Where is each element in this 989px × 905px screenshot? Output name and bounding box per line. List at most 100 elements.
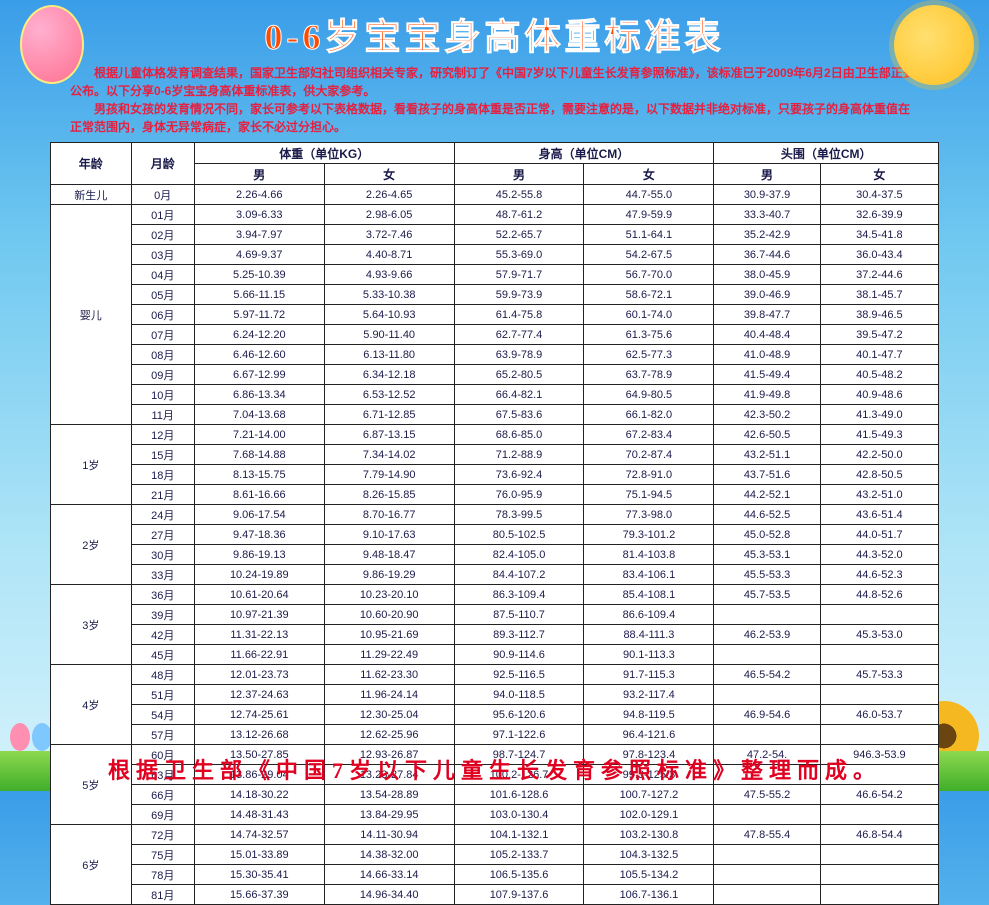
data-cell: 45.3-53.0 <box>820 625 938 645</box>
data-cell: 89.3-112.7 <box>454 625 584 645</box>
age-cell: 1岁 <box>51 425 132 505</box>
page-title: 0-6岁宝宝身高体重标准表 <box>0 0 989 60</box>
data-cell: 67.5-83.6 <box>454 405 584 425</box>
data-cell: 42.2-50.0 <box>820 445 938 465</box>
data-cell: 46.5-54.2 <box>714 665 820 685</box>
data-cell: 80.5-102.5 <box>454 525 584 545</box>
data-cell: 13.54-28.89 <box>324 785 454 805</box>
data-cell: 46.6-54.2 <box>820 785 938 805</box>
data-cell: 51.1-64.1 <box>584 225 714 245</box>
data-cell: 41.0-48.9 <box>714 345 820 365</box>
data-cell: 3.09-6.33 <box>194 205 324 225</box>
data-cell <box>714 885 820 905</box>
intro-text: 根据儿童体格发育调查结果，国家卫生部妇社司组织相关专家，研究制订了《中国7岁以下… <box>70 64 919 136</box>
data-cell: 82.4-105.0 <box>454 545 584 565</box>
age-cell: 2岁 <box>51 505 132 585</box>
table-row: 54月12.74-25.6112.30-25.0495.6-120.694.8-… <box>51 705 939 725</box>
data-cell: 57月 <box>131 725 194 745</box>
th-head-f: 女 <box>820 164 938 185</box>
data-cell: 45.7-53.5 <box>714 585 820 605</box>
data-cell: 11.66-22.91 <box>194 645 324 665</box>
table-row: 27月9.47-18.369.10-17.6380.5-102.579.3-10… <box>51 525 939 545</box>
balloon-decoration <box>20 5 100 105</box>
data-cell: 45.0-52.8 <box>714 525 820 545</box>
data-cell: 9.86-19.29 <box>324 565 454 585</box>
age-cell: 婴儿 <box>51 205 132 425</box>
data-cell: 104.3-132.5 <box>584 845 714 865</box>
data-cell: 04月 <box>131 265 194 285</box>
data-cell: 9.86-19.13 <box>194 545 324 565</box>
data-cell: 12.62-25.96 <box>324 725 454 745</box>
data-cell: 12.37-24.63 <box>194 685 324 705</box>
table-row: 08月6.46-12.606.13-11.8063.9-78.962.5-77.… <box>51 345 939 365</box>
table-row: 51月12.37-24.6311.96-24.1494.0-118.593.2-… <box>51 685 939 705</box>
data-cell: 10.61-20.64 <box>194 585 324 605</box>
data-cell: 97.1-122.6 <box>454 725 584 745</box>
table-row: 66月14.18-30.2213.54-28.89101.6-128.6100.… <box>51 785 939 805</box>
data-cell: 11.62-23.30 <box>324 665 454 685</box>
table-row: 新生儿0月2.26-4.662.26-4.6545.2-55.844.7-55.… <box>51 185 939 205</box>
data-cell: 58.6-72.1 <box>584 285 714 305</box>
data-cell: 72月 <box>131 825 194 845</box>
data-cell: 14.96-34.40 <box>324 885 454 905</box>
data-cell: 6.13-11.80 <box>324 345 454 365</box>
data-cell: 66.1-82.0 <box>584 405 714 425</box>
data-cell: 45月 <box>131 645 194 665</box>
data-cell: 43.2-51.1 <box>714 445 820 465</box>
data-cell: 09月 <box>131 365 194 385</box>
table-row: 07月6.24-12.205.90-11.4062.7-77.461.3-75.… <box>51 325 939 345</box>
data-cell: 92.5-116.5 <box>454 665 584 685</box>
data-cell: 24月 <box>131 505 194 525</box>
data-cell: 86.6-109.4 <box>584 605 714 625</box>
data-cell: 63.9-78.9 <box>454 345 584 365</box>
data-cell: 54.2-67.5 <box>584 245 714 265</box>
data-cell: 57.9-71.7 <box>454 265 584 285</box>
data-cell: 52.2-65.7 <box>454 225 584 245</box>
data-cell: 12.74-25.61 <box>194 705 324 725</box>
data-cell: 14.11-30.94 <box>324 825 454 845</box>
data-cell: 106.7-136.1 <box>584 885 714 905</box>
data-cell <box>820 725 938 745</box>
th-height: 身高（单位CM） <box>454 143 714 164</box>
th-weight-f: 女 <box>324 164 454 185</box>
data-cell: 27月 <box>131 525 194 545</box>
data-cell: 10.95-21.69 <box>324 625 454 645</box>
table-row: 1岁12月7.21-14.006.87-13.1568.6-85.067.2-8… <box>51 425 939 445</box>
table-row: 4岁48月12.01-23.7311.62-23.3092.5-116.591.… <box>51 665 939 685</box>
data-cell: 66月 <box>131 785 194 805</box>
table-row: 6岁72月14.74-32.5714.11-30.94104.1-132.110… <box>51 825 939 845</box>
data-cell: 47.5-55.2 <box>714 785 820 805</box>
th-weight-m: 男 <box>194 164 324 185</box>
data-cell: 56.7-70.0 <box>584 265 714 285</box>
data-cell: 105.5-134.2 <box>584 865 714 885</box>
data-cell: 40.4-48.4 <box>714 325 820 345</box>
data-cell: 06月 <box>131 305 194 325</box>
data-cell: 59.9-73.9 <box>454 285 584 305</box>
data-cell: 62.7-77.4 <box>454 325 584 345</box>
data-cell: 43.2-51.0 <box>820 485 938 505</box>
data-cell: 44.6-52.5 <box>714 505 820 525</box>
data-cell: 38.9-46.5 <box>820 305 938 325</box>
data-cell: 9.47-18.36 <box>194 525 324 545</box>
data-cell: 14.74-32.57 <box>194 825 324 845</box>
data-cell: 11.96-24.14 <box>324 685 454 705</box>
data-cell: 64.9-80.5 <box>584 385 714 405</box>
table-row: 30月9.86-19.139.48-18.4782.4-105.081.4-10… <box>51 545 939 565</box>
data-cell: 4.93-9.66 <box>324 265 454 285</box>
table-row: 78月15.30-35.4114.66-33.14106.5-135.6105.… <box>51 865 939 885</box>
data-cell: 40.9-48.6 <box>820 385 938 405</box>
data-cell: 02月 <box>131 225 194 245</box>
data-cell: 14.66-33.14 <box>324 865 454 885</box>
data-cell: 86.3-109.4 <box>454 585 584 605</box>
data-cell: 102.0-129.1 <box>584 805 714 825</box>
sun-decoration <box>894 5 974 85</box>
data-cell: 10.23-20.10 <box>324 585 454 605</box>
data-cell: 15.66-37.39 <box>194 885 324 905</box>
data-cell: 41.9-49.8 <box>714 385 820 405</box>
data-cell: 36月 <box>131 585 194 605</box>
data-cell: 90.1-113.3 <box>584 645 714 665</box>
th-head-m: 男 <box>714 164 820 185</box>
data-cell: 41.3-49.0 <box>820 405 938 425</box>
data-cell: 6.87-13.15 <box>324 425 454 445</box>
data-cell: 34.5-41.8 <box>820 225 938 245</box>
